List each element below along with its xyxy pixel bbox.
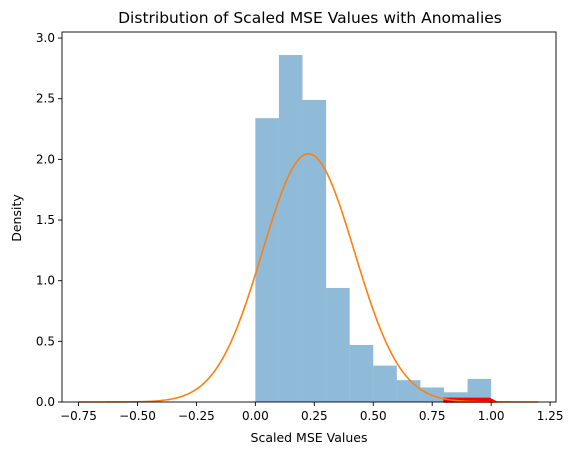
plot-area: −0.75 −0.50 −0.25 0.00 0.25 0.50 0.75 1.00 1.25 0… — [36, 31, 564, 423]
chart-title: Distribution of Scaled MSE Values with A… — [118, 9, 502, 27]
y-tick-label: 1.5 — [36, 213, 55, 227]
x-tick-label: 0.50 — [360, 409, 387, 423]
histogram-bar — [443, 392, 468, 402]
x-tick-label: 1.00 — [478, 409, 505, 423]
x-tick-label: 0.25 — [301, 409, 328, 423]
histogram-bar — [467, 378, 492, 402]
density-curve — [78, 153, 539, 403]
x-tick-label: −0.25 — [178, 409, 215, 423]
y-tick-label: 0.5 — [36, 334, 55, 348]
x-tick-label: 0.75 — [419, 409, 446, 423]
axes-frame — [61, 31, 557, 403]
histogram-bar — [349, 344, 374, 402]
y-tick-label: 3.0 — [36, 31, 55, 45]
x-tick-label: 1.25 — [537, 409, 564, 423]
histogram-bar — [373, 365, 397, 402]
y-tick-label: 2.0 — [36, 152, 55, 166]
y-axis-label: Density — [9, 194, 24, 242]
x-tick-label: −0.75 — [60, 409, 97, 423]
y-tick-label: 1.0 — [36, 274, 55, 288]
x-tick-label: −0.50 — [119, 409, 156, 423]
x-tick-label: 0.00 — [242, 409, 269, 423]
histogram-bar — [302, 99, 327, 403]
histogram-bar — [255, 118, 279, 402]
histogram-bar — [396, 380, 421, 402]
x-axis-label: Scaled MSE Values — [251, 430, 368, 445]
y-tick-label: 2.5 — [36, 92, 55, 106]
histogram-bar — [326, 287, 350, 402]
histogram-bar — [278, 55, 303, 402]
y-tick-label: 0.0 — [36, 395, 55, 409]
